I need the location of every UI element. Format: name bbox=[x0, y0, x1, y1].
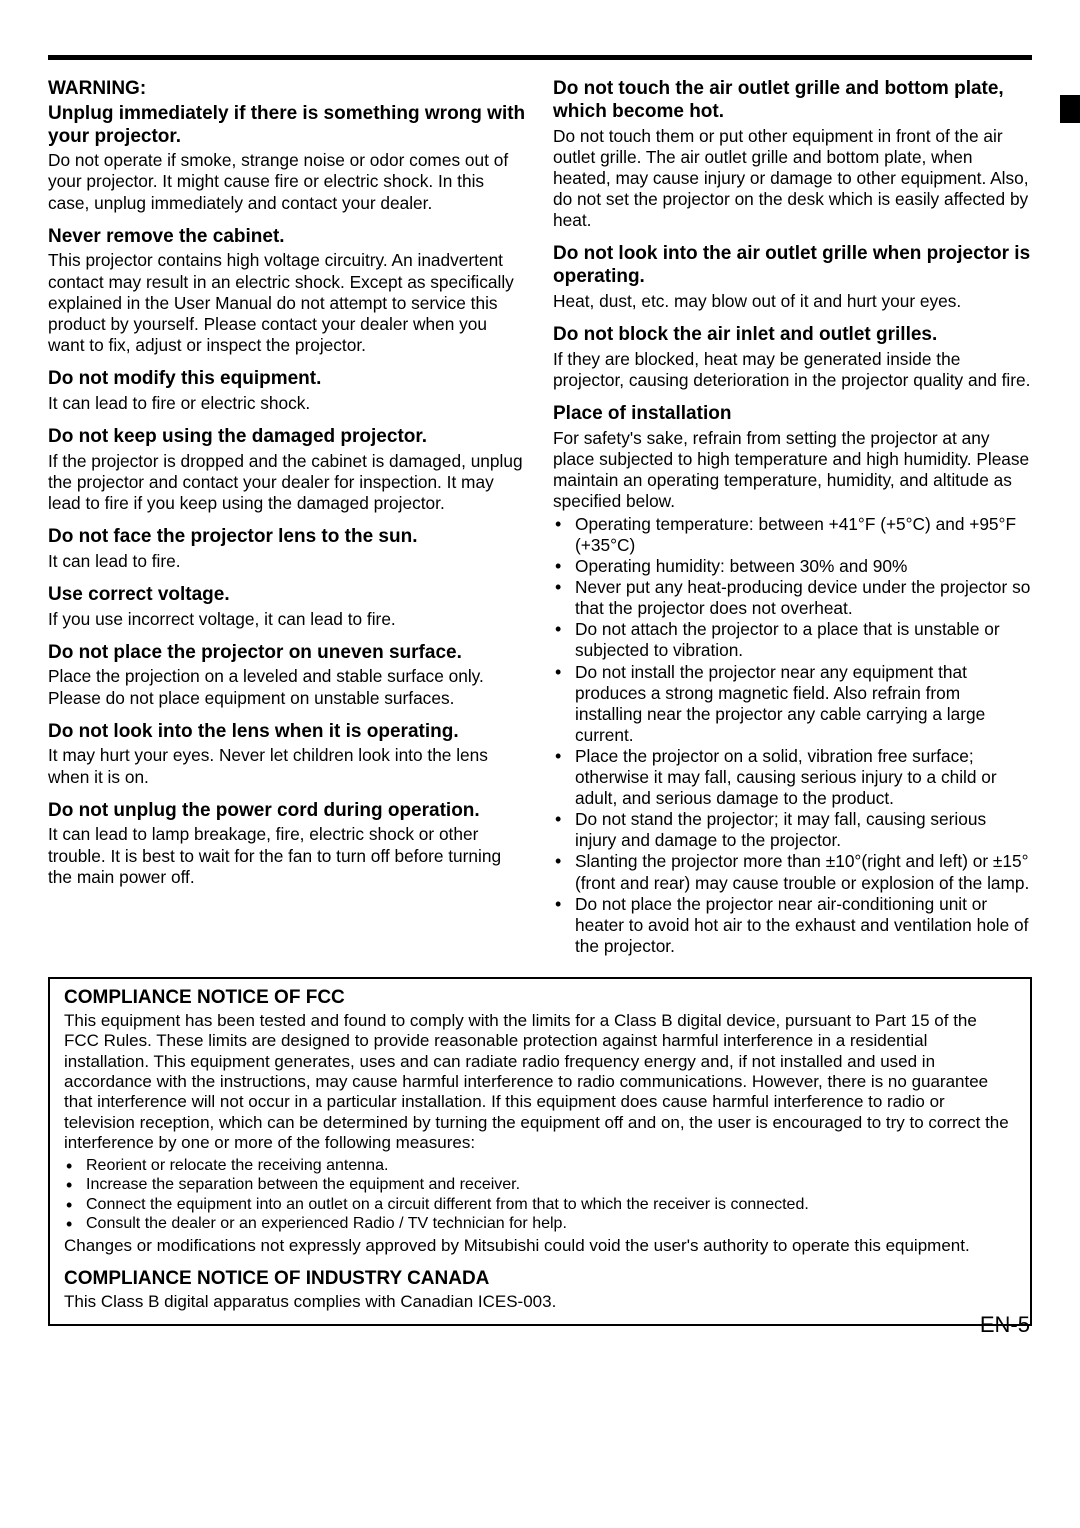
two-column-layout: WARNING: Unplug immediately if there is … bbox=[48, 78, 1032, 957]
compliance-box: COMPLIANCE NOTICE OF FCC This equipment … bbox=[48, 977, 1032, 1327]
place-body: For safety's sake, refrain from setting … bbox=[553, 428, 1032, 512]
cabinet-heading: Never remove the cabinet. bbox=[48, 226, 527, 249]
list-item: Never put any heat-producing device unde… bbox=[553, 577, 1032, 619]
page: ENGLISH WARNING: Unplug immediately if t… bbox=[0, 0, 1080, 1366]
list-item: Connect the equipment into an outlet on … bbox=[64, 1195, 1016, 1215]
lookgrille-body: Heat, dust, etc. may blow out of it and … bbox=[553, 291, 1032, 312]
left-column: WARNING: Unplug immediately if there is … bbox=[48, 78, 527, 957]
block-body: If they are blocked, heat may be generat… bbox=[553, 349, 1032, 391]
canada-body: This Class B digital apparatus complies … bbox=[64, 1292, 1016, 1312]
sun-heading: Do not face the projector lens to the su… bbox=[48, 526, 527, 549]
list-item: Do not stand the projector; it may fall,… bbox=[553, 809, 1032, 851]
list-item: Increase the separation between the equi… bbox=[64, 1175, 1016, 1195]
cabinet-body: This projector contains high voltage cir… bbox=[48, 250, 527, 355]
fcc-body: This equipment has been tested and found… bbox=[64, 1011, 1016, 1154]
lens-heading: Do not look into the lens when it is ope… bbox=[48, 721, 527, 744]
lens-body: It may hurt your eyes. Never let childre… bbox=[48, 745, 527, 787]
surface-heading: Do not place the projector on uneven sur… bbox=[48, 642, 527, 665]
list-item: Consult the dealer or an experienced Rad… bbox=[64, 1214, 1016, 1234]
right-column: Do not touch the air outlet grille and b… bbox=[553, 78, 1032, 957]
place-heading: Place of installation bbox=[553, 403, 1032, 426]
lookgrille-heading: Do not look into the air outlet grille w… bbox=[553, 243, 1032, 289]
canada-heading: COMPLIANCE NOTICE OF INDUSTRY CANADA bbox=[64, 1268, 1016, 1290]
sun-body: It can lead to fire. bbox=[48, 551, 527, 572]
list-item: Operating temperature: between +41°F (+5… bbox=[553, 514, 1032, 556]
damaged-body: If the projector is dropped and the cabi… bbox=[48, 451, 527, 514]
list-item: Do not attach the projector to a place t… bbox=[553, 619, 1032, 661]
powercord-heading: Do not unplug the power cord during oper… bbox=[48, 800, 527, 823]
powercord-body: It can lead to lamp breakage, fire, elec… bbox=[48, 824, 527, 887]
surface-body: Place the projection on a leveled and st… bbox=[48, 666, 527, 708]
unplug-body: Do not operate if smoke, strange noise o… bbox=[48, 150, 527, 213]
grille-heading: Do not touch the air outlet grille and b… bbox=[553, 78, 1032, 124]
voltage-body: If you use incorrect voltage, it can lea… bbox=[48, 609, 527, 630]
block-heading: Do not block the air inlet and outlet gr… bbox=[553, 324, 1032, 347]
damaged-heading: Do not keep using the damaged projector. bbox=[48, 426, 527, 449]
side-tab-marker bbox=[1060, 95, 1080, 123]
list-item: Place the projector on a solid, vibratio… bbox=[553, 746, 1032, 809]
fcc-heading: COMPLIANCE NOTICE OF FCC bbox=[64, 987, 1016, 1009]
warning-heading: WARNING: bbox=[48, 78, 527, 101]
place-bullets: Operating temperature: between +41°F (+5… bbox=[553, 514, 1032, 957]
fcc-bullets: Reorient or relocate the receiving anten… bbox=[64, 1156, 1016, 1234]
voltage-heading: Use correct voltage. bbox=[48, 584, 527, 607]
page-number: EN-5 bbox=[980, 1312, 1030, 1338]
list-item: Slanting the projector more than ±10°(ri… bbox=[553, 851, 1032, 893]
fcc-changes: Changes or modifications not expressly a… bbox=[64, 1236, 1016, 1256]
top-rule bbox=[48, 55, 1032, 60]
language-side-tab: ENGLISH bbox=[1058, 95, 1080, 195]
unplug-heading: Unplug immediately if there is something… bbox=[48, 103, 527, 149]
modify-body: It can lead to fire or electric shock. bbox=[48, 393, 527, 414]
list-item: Reorient or relocate the receiving anten… bbox=[64, 1156, 1016, 1176]
list-item: Do not install the projector near any eq… bbox=[553, 662, 1032, 746]
list-item: Operating humidity: between 30% and 90% bbox=[553, 556, 1032, 577]
grille-body: Do not touch them or put other equipment… bbox=[553, 126, 1032, 231]
list-item: Do not place the projector near air-cond… bbox=[553, 894, 1032, 957]
modify-heading: Do not modify this equipment. bbox=[48, 368, 527, 391]
